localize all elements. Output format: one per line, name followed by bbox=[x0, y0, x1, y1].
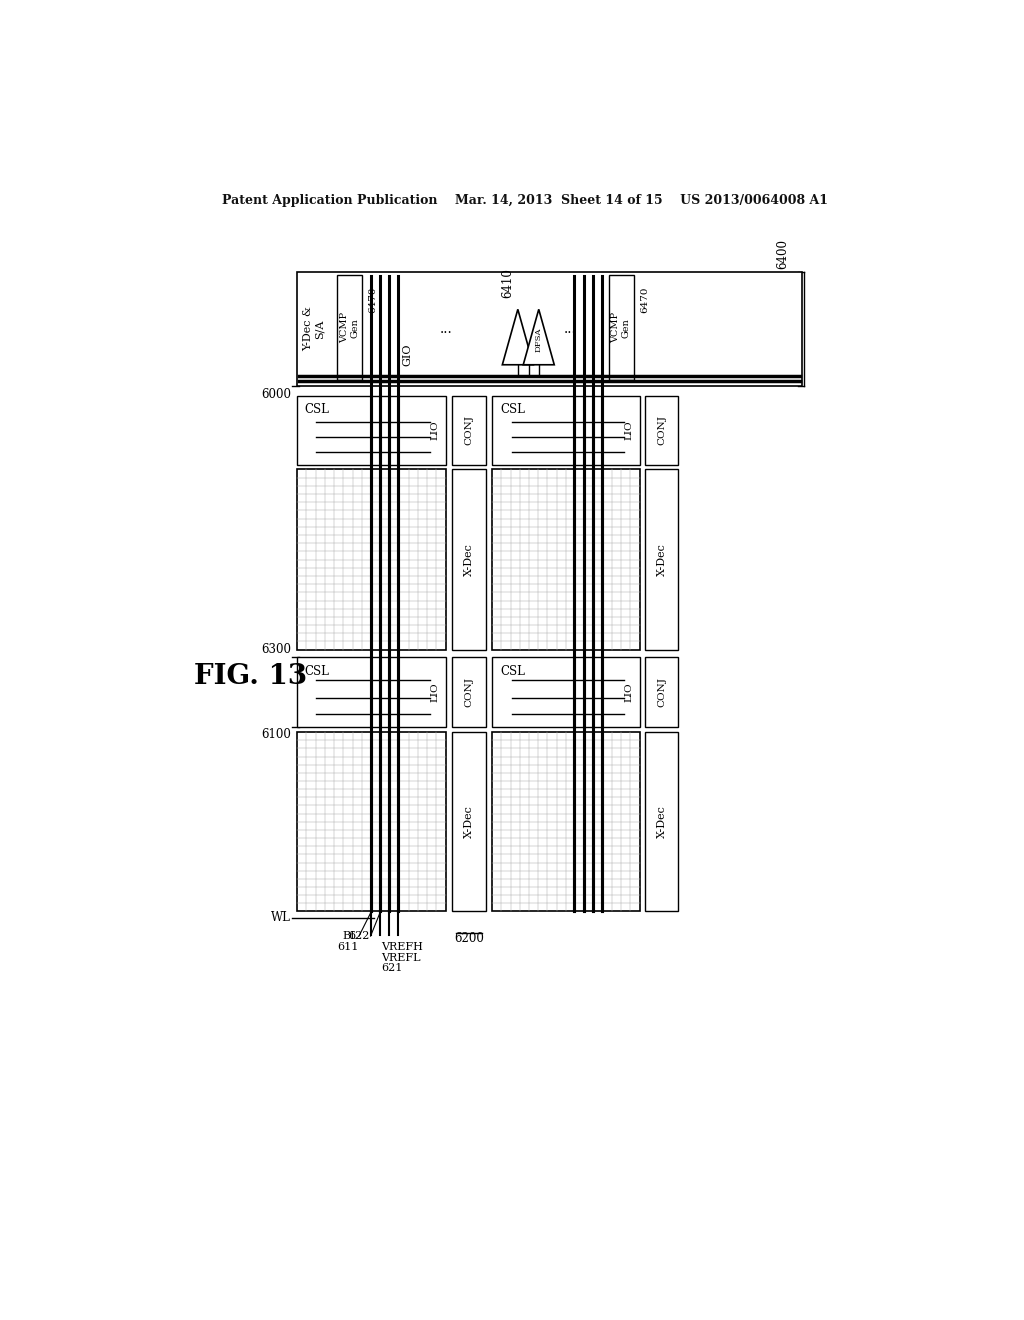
Bar bbox=[297, 657, 445, 726]
Bar bbox=[645, 657, 678, 726]
Text: X-Dec: X-Dec bbox=[656, 543, 667, 576]
Text: 6470: 6470 bbox=[369, 286, 378, 313]
Text: Y-Dec &
S/A: Y-Dec & S/A bbox=[303, 306, 325, 351]
Text: ...: ... bbox=[563, 322, 577, 337]
Polygon shape bbox=[503, 309, 534, 364]
Bar bbox=[297, 470, 445, 649]
Text: LIO: LIO bbox=[625, 420, 633, 440]
Bar bbox=[645, 470, 678, 649]
Text: LIO: LIO bbox=[625, 682, 633, 702]
Text: 6200: 6200 bbox=[454, 932, 484, 945]
Text: CONJ: CONJ bbox=[657, 416, 666, 445]
Text: VREFL: VREFL bbox=[381, 953, 421, 962]
Bar bbox=[493, 733, 640, 911]
Bar bbox=[337, 276, 362, 380]
Text: 622: 622 bbox=[348, 931, 370, 941]
Bar bbox=[297, 272, 802, 385]
Text: 6300: 6300 bbox=[261, 643, 291, 656]
Text: 6100: 6100 bbox=[261, 729, 291, 742]
Bar bbox=[452, 657, 486, 726]
Bar bbox=[493, 657, 640, 726]
Bar bbox=[452, 396, 486, 465]
Text: 6470: 6470 bbox=[640, 286, 649, 313]
Text: DFSA: DFSA bbox=[535, 327, 543, 351]
Bar bbox=[493, 396, 640, 465]
Text: ...: ... bbox=[439, 322, 453, 337]
Text: Patent Application Publication    Mar. 14, 2013  Sheet 14 of 15    US 2013/00640: Patent Application Publication Mar. 14, … bbox=[222, 194, 827, 207]
Text: 6000: 6000 bbox=[261, 388, 291, 401]
Bar bbox=[452, 733, 486, 911]
Text: FIG. 13: FIG. 13 bbox=[194, 663, 307, 690]
Text: CONJ: CONJ bbox=[657, 677, 666, 708]
Polygon shape bbox=[523, 309, 554, 364]
Text: 6410: 6410 bbox=[502, 268, 514, 298]
Bar bbox=[645, 396, 678, 465]
Text: X-Dec: X-Dec bbox=[464, 543, 474, 576]
Bar bbox=[608, 276, 634, 380]
Text: 6400: 6400 bbox=[776, 239, 790, 268]
Text: X-Dec: X-Dec bbox=[656, 805, 667, 838]
Text: 611: 611 bbox=[337, 942, 358, 952]
Text: VCMP
Gen: VCMP Gen bbox=[340, 313, 359, 343]
Text: LIO: LIO bbox=[430, 420, 439, 440]
Text: LIO: LIO bbox=[430, 682, 439, 702]
Text: 621: 621 bbox=[381, 964, 402, 973]
Text: CSL: CSL bbox=[305, 665, 330, 678]
Bar bbox=[645, 733, 678, 911]
Text: X-Dec: X-Dec bbox=[464, 805, 474, 838]
Text: CONJ: CONJ bbox=[465, 677, 473, 708]
Text: WL: WL bbox=[271, 911, 291, 924]
Text: VCMP
Gen: VCMP Gen bbox=[611, 313, 631, 343]
Text: CSL: CSL bbox=[500, 665, 525, 678]
Text: BL: BL bbox=[343, 931, 358, 941]
Bar bbox=[297, 396, 445, 465]
Bar bbox=[452, 470, 486, 649]
Text: CONJ: CONJ bbox=[465, 416, 473, 445]
Text: GIO: GIO bbox=[402, 343, 412, 366]
Bar bbox=[297, 733, 445, 911]
Text: VREFH: VREFH bbox=[381, 942, 423, 952]
Bar bbox=[493, 470, 640, 649]
Text: CSL: CSL bbox=[500, 404, 525, 416]
Text: CSL: CSL bbox=[305, 404, 330, 416]
